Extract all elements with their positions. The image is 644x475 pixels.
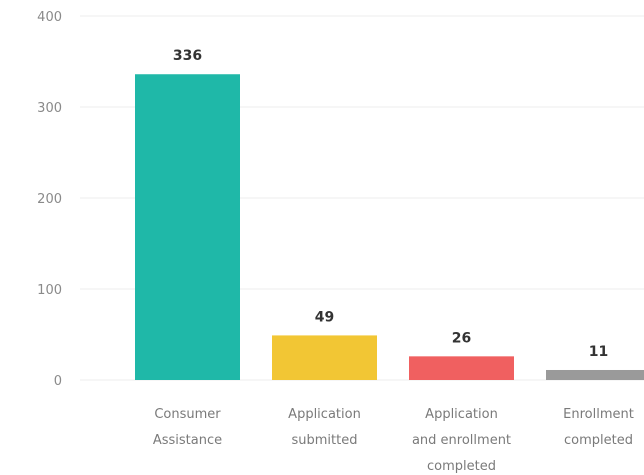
bar xyxy=(546,369,644,380)
bars xyxy=(135,74,644,381)
bar xyxy=(409,356,514,380)
data-label: 49 xyxy=(315,309,334,325)
data-label: 11 xyxy=(589,344,608,360)
data-label: 26 xyxy=(452,330,471,346)
x-category-label: Application submitted xyxy=(288,407,361,448)
x-category-label: Application and enrollment completed xyxy=(412,407,511,474)
y-axis-ticks: 0 100 200 300 400 xyxy=(37,10,62,389)
x-category-label: Enrollment completed xyxy=(563,407,634,448)
y-tick-label: 400 xyxy=(37,10,62,25)
y-tick-label: 100 xyxy=(37,283,62,298)
data-labels: 336 49 26 11 xyxy=(173,48,608,360)
x-category-label: Consumer Assistance xyxy=(153,407,222,448)
bar xyxy=(272,335,377,380)
bar xyxy=(135,74,240,381)
y-tick-label: 200 xyxy=(37,192,62,207)
data-label: 336 xyxy=(173,48,202,64)
y-tick-label: 0 xyxy=(54,374,62,389)
y-tick-label: 300 xyxy=(37,101,62,116)
x-axis-categories: Consumer Assistance Application submitted Ap… xyxy=(153,407,634,474)
